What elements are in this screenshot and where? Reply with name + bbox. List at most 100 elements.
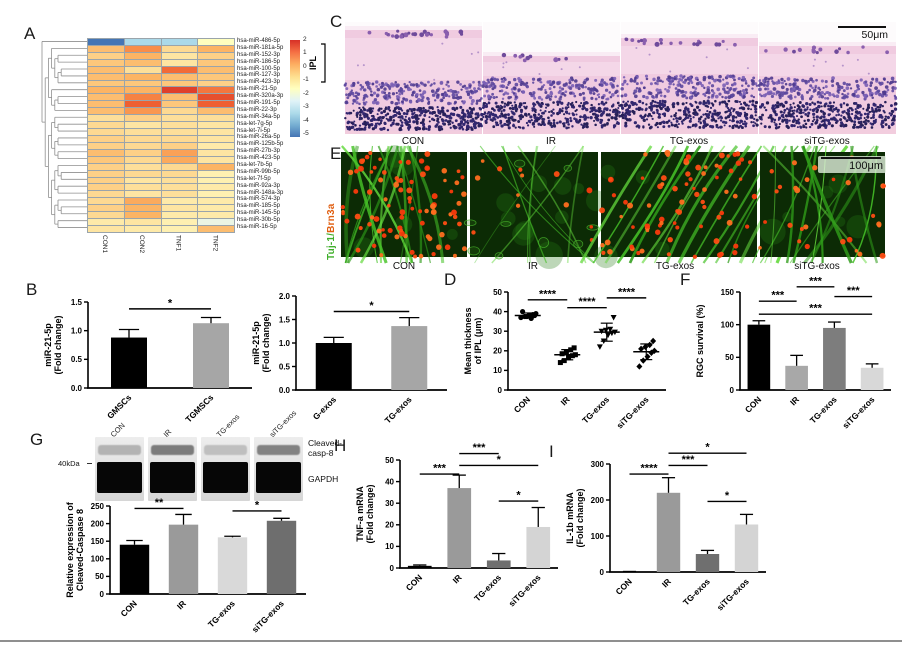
mir21-exos-bar-chart: 0.0 0.5 1.0 1.5 2.0 miR-21-5p (Fold change) G-e… <box>251 292 447 425</box>
stain-label-brn3a: Brn3a <box>326 203 337 233</box>
heatmap-cell <box>198 94 234 101</box>
heatmap-cell <box>88 39 124 45</box>
bar <box>168 524 199 594</box>
y-tick-label: 50 <box>725 353 734 362</box>
x-category-label: TG-exos <box>206 598 237 629</box>
y-axis-label: miR-21-5p <box>251 321 261 365</box>
heatmap-cell <box>124 94 161 101</box>
x-category-label: CON <box>118 598 138 618</box>
x-category-label: CON <box>613 576 633 596</box>
bar <box>656 492 681 572</box>
heatmap-cell <box>161 80 198 87</box>
heatmap-cell <box>124 45 161 52</box>
heatmap-row-label: hsa-miR-26a-5p <box>237 134 281 141</box>
heatmap-row-label: hsa-let-7f-5p <box>237 175 271 182</box>
heatmap-row-label: hsa-miR-145-5p <box>237 210 281 217</box>
blot-lane-TG-exos <box>201 437 250 501</box>
heatmap-cell <box>124 80 161 87</box>
cleaved-casp8-band <box>257 445 300 455</box>
heatmap-cell <box>198 163 234 170</box>
colorbar-tick: 2 <box>303 36 307 43</box>
heatmap-cell <box>161 170 198 177</box>
histology-image-sitg-exos <box>757 22 898 134</box>
y-tick-label: 10 <box>493 366 502 375</box>
heatmap-cell <box>88 198 124 205</box>
y-tick-label: 200 <box>91 519 105 528</box>
heatmap-cell <box>198 149 234 156</box>
heatmap-row-label: hsa-miR-574-3p <box>237 196 281 203</box>
stain-label-tuj1: Tuj-1/ <box>326 232 337 260</box>
significance-stars: ** <box>155 497 164 509</box>
scatter-point <box>563 349 569 355</box>
heatmap-cell <box>88 163 124 170</box>
scatter-point <box>596 344 603 350</box>
x-category-label: siTG-exos <box>840 394 876 430</box>
y-tick-label: 0 <box>730 386 735 395</box>
x-category-label: TG-exos <box>383 394 414 425</box>
x-category-label: G-exos <box>311 394 339 422</box>
scatter-point <box>561 358 567 364</box>
heatmap-cell <box>88 45 124 52</box>
significance-stars: *** <box>771 290 785 302</box>
mir21-msc-bar-chart: 0.0 0.5 1.0 1.5 miR-21-5p (Fold change) GMSCs T… <box>43 297 252 424</box>
heatmap-cell <box>124 170 161 177</box>
heatmap-cell <box>124 191 161 198</box>
heatmap-cell <box>124 59 161 66</box>
bar <box>111 337 147 388</box>
heatmap-cell <box>198 184 234 191</box>
y-tick-label: 40 <box>385 477 394 486</box>
fluorescence-image-ir <box>463 145 607 269</box>
scatter-point <box>610 314 617 321</box>
histology-image-con <box>343 22 484 134</box>
heatmap-cell <box>161 66 198 73</box>
tnfa-mrna-bar-chart: 0 10 20 30 40 50 TNF-a mRNA (Fold change) CON IR T… <box>355 442 558 608</box>
significance-stars: **** <box>578 296 596 308</box>
panel-e-label: E <box>330 144 342 163</box>
histology-label-sitg: siTG-exos <box>804 136 850 147</box>
heatmap-cell <box>124 219 161 226</box>
heatmap-row-label: hsa-let-7i-5p <box>237 127 271 134</box>
fluorescence-label-con: CON <box>392 261 416 272</box>
heatmap-cell <box>161 177 198 184</box>
heatmap-row-label: hsa-miR-125b-5p <box>237 141 284 148</box>
heatmap-cell <box>198 142 234 149</box>
heatmap-cell <box>88 135 124 142</box>
y-tick-label: 50 <box>385 456 394 465</box>
panel-h-label: H <box>334 436 347 455</box>
scatter-point <box>571 345 577 351</box>
scatter-point <box>566 355 572 361</box>
heatmap-row-label: hsa-miR-34a-5p <box>237 113 281 120</box>
blot-lane-IR <box>148 437 197 501</box>
heatmap-cell <box>124 184 161 191</box>
heatmap-cell <box>124 177 161 184</box>
heatmap-cell <box>161 205 198 212</box>
y-tick-label: 40 <box>493 307 502 316</box>
heatmap-column-labels: CON1 CON2 TNF1 TNF2 <box>87 235 233 265</box>
scatter-point <box>644 353 651 360</box>
histology-images <box>343 22 898 134</box>
significance-stars: *** <box>847 285 861 297</box>
heatmap-cell <box>161 94 198 101</box>
heatmap-cell <box>88 94 124 101</box>
heatmap-column-label: TNF1 <box>174 235 182 252</box>
heatmap-cell <box>124 163 161 170</box>
significance-stars: * <box>516 490 521 502</box>
histology-image-ir <box>481 22 622 134</box>
x-category-label: siTG-exos <box>250 598 286 634</box>
heatmap-cell <box>88 170 124 177</box>
heatmap-cell <box>198 191 234 198</box>
x-category-label: TG-exos <box>472 572 503 603</box>
heatmap-row-label: hsa-miR-152-3p <box>237 51 281 58</box>
histology-image-tg-exos <box>619 22 759 134</box>
y-tick-label: 150 <box>91 537 105 546</box>
x-category-label: IR <box>788 394 801 407</box>
heatmap-dendrogram <box>41 41 87 228</box>
colorbar-tick: 0 <box>303 62 307 70</box>
heatmap-cell <box>124 212 161 219</box>
fluorescence-image-con <box>340 145 468 264</box>
histology-label-ir: IR <box>546 136 556 147</box>
y-tick-label: 0.5 <box>279 362 291 371</box>
heatmap-cell <box>88 219 124 226</box>
heatmap-cell <box>88 184 124 191</box>
heatmap-cell <box>161 122 198 129</box>
